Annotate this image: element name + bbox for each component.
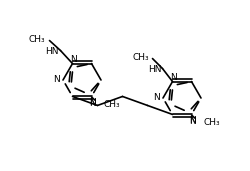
Text: CH₃: CH₃ [203, 118, 220, 127]
Text: CH₃: CH₃ [29, 35, 46, 44]
Text: N: N [170, 74, 177, 82]
Text: N: N [89, 100, 96, 108]
Text: N: N [189, 117, 196, 126]
Text: N: N [70, 56, 77, 64]
Text: HN: HN [148, 65, 162, 74]
Text: CH₃: CH₃ [103, 100, 120, 109]
Text: N: N [53, 76, 60, 84]
Text: N: N [189, 116, 196, 125]
Text: N: N [153, 94, 160, 102]
Text: CH₃: CH₃ [133, 53, 150, 62]
Text: N: N [89, 98, 96, 107]
Text: HN: HN [45, 47, 59, 56]
